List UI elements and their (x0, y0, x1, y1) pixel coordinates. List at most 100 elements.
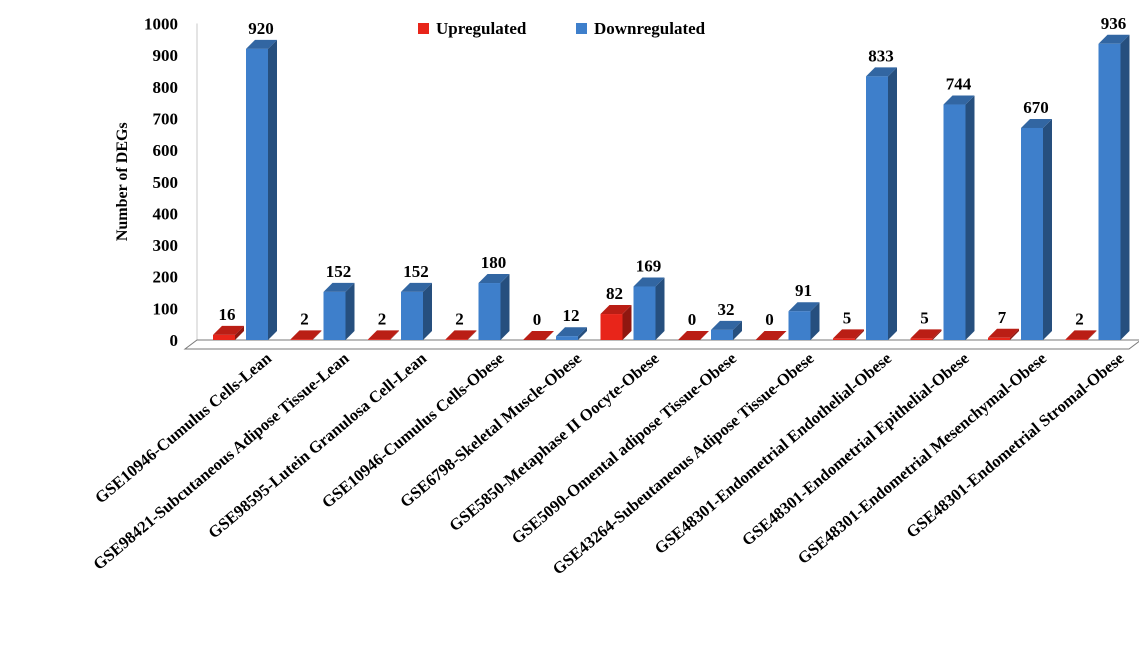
plot-floor (183, 339, 1139, 350)
bar-side (467, 330, 477, 340)
y-tick-label: 500 (153, 173, 179, 192)
data-label-upregulated: 2 (378, 309, 387, 328)
bar-top (788, 302, 820, 312)
bar-top (1021, 118, 1052, 128)
bar-downregulated (323, 282, 355, 340)
y-tick-label: 700 (153, 109, 179, 128)
y-tick-label: 1000 (144, 15, 178, 34)
bar-top (246, 39, 277, 49)
bar-downregulated (633, 277, 665, 340)
data-label-downregulated: 152 (403, 262, 429, 281)
bar-downregulated (788, 302, 820, 340)
data-label-upregulated: 0 (765, 310, 774, 329)
y-axis-label: Number of DEGs (114, 122, 131, 241)
bar-side (888, 67, 897, 340)
bar-front (910, 338, 933, 340)
bar-side (733, 320, 742, 340)
bar-side (312, 330, 322, 340)
bar-downregulated (1098, 34, 1130, 340)
bar-front (1065, 339, 1088, 340)
bar-top (943, 95, 975, 105)
y-tick-label: 300 (153, 236, 179, 255)
bar-side (655, 277, 665, 340)
bar-top (633, 277, 665, 287)
bar-upregulated (678, 331, 709, 340)
legend-label-upregulated: Upregulated (436, 19, 527, 38)
bar-side (500, 274, 510, 340)
bar-side (965, 95, 975, 340)
data-label-downregulated: 152 (326, 262, 352, 281)
data-label-upregulated: 82 (606, 284, 623, 303)
y-tick-label: 600 (153, 141, 179, 160)
y-tick-label: 100 (153, 299, 179, 318)
legend-swatch-upregulated (418, 23, 429, 34)
bar-side (1043, 118, 1052, 340)
bar-top (445, 330, 477, 340)
bar-front (788, 311, 811, 340)
data-label-upregulated: 16 (219, 305, 236, 324)
bar-front (556, 336, 578, 340)
bar-front (323, 291, 346, 340)
bar-front (1098, 43, 1121, 340)
bar-top (290, 330, 322, 340)
bar-side (810, 302, 820, 340)
bar-side (932, 329, 942, 340)
bar-downregulated (401, 282, 432, 340)
bar-side (268, 39, 277, 340)
bar-downregulated (246, 39, 277, 340)
bar-downregulated (711, 320, 742, 340)
bar-top (323, 282, 355, 292)
bar-top (478, 274, 510, 284)
bar-upregulated (1065, 330, 1097, 340)
x-tick-label: GSE43264-Subeutaneous Adipose Tissue-Obe… (549, 349, 818, 579)
bar-downregulated (478, 274, 510, 340)
data-label-upregulated: 5 (920, 308, 929, 327)
bar-side (622, 305, 632, 340)
chart-legend: Upregulated Downregulated (418, 19, 706, 38)
bar-top (1065, 330, 1097, 340)
bar-front (246, 48, 268, 340)
bar-upregulated (755, 331, 787, 340)
bar-front (445, 339, 468, 340)
bar-front (478, 283, 501, 340)
bar-upregulated (910, 329, 942, 340)
data-label-downregulated: 936 (1101, 14, 1127, 33)
bar-front (600, 314, 623, 340)
data-label-downregulated: 169 (636, 257, 662, 276)
data-label-downregulated: 91 (795, 281, 812, 300)
bar-upregulated (368, 330, 399, 340)
data-label-upregulated: 2 (300, 309, 309, 328)
legend-swatch-downregulated (576, 23, 587, 34)
data-label-downregulated: 12 (563, 306, 580, 325)
bar-front (213, 334, 235, 340)
bar-side (235, 325, 244, 340)
y-tick-label: 200 (153, 268, 179, 287)
bar-top (755, 331, 787, 340)
bar-top (523, 331, 554, 340)
bar-top (600, 305, 632, 315)
bar-top (678, 331, 709, 340)
bar-side (855, 329, 864, 340)
data-label-upregulated: 0 (533, 310, 542, 329)
data-label-downregulated: 32 (718, 300, 735, 319)
y-tick-label: 800 (153, 78, 179, 97)
bar-top (910, 329, 942, 339)
data-label-upregulated: 2 (1075, 309, 1084, 328)
data-label-upregulated: 7 (998, 308, 1007, 327)
bar-front (943, 104, 966, 340)
bar-upregulated (213, 325, 244, 340)
data-label-downregulated: 670 (1023, 98, 1049, 117)
bar-top (866, 67, 897, 77)
bar-top (1098, 34, 1130, 44)
data-label-upregulated: 5 (843, 308, 852, 327)
chart-bars (213, 34, 1130, 340)
bar-downregulated (866, 67, 897, 340)
bar-side (1087, 330, 1097, 340)
bar-front (401, 291, 423, 340)
bar-side (1010, 328, 1019, 340)
bar-top (711, 320, 742, 330)
bar-front (633, 286, 656, 340)
data-label-downregulated: 744 (946, 75, 972, 94)
bar-upregulated (988, 328, 1019, 340)
